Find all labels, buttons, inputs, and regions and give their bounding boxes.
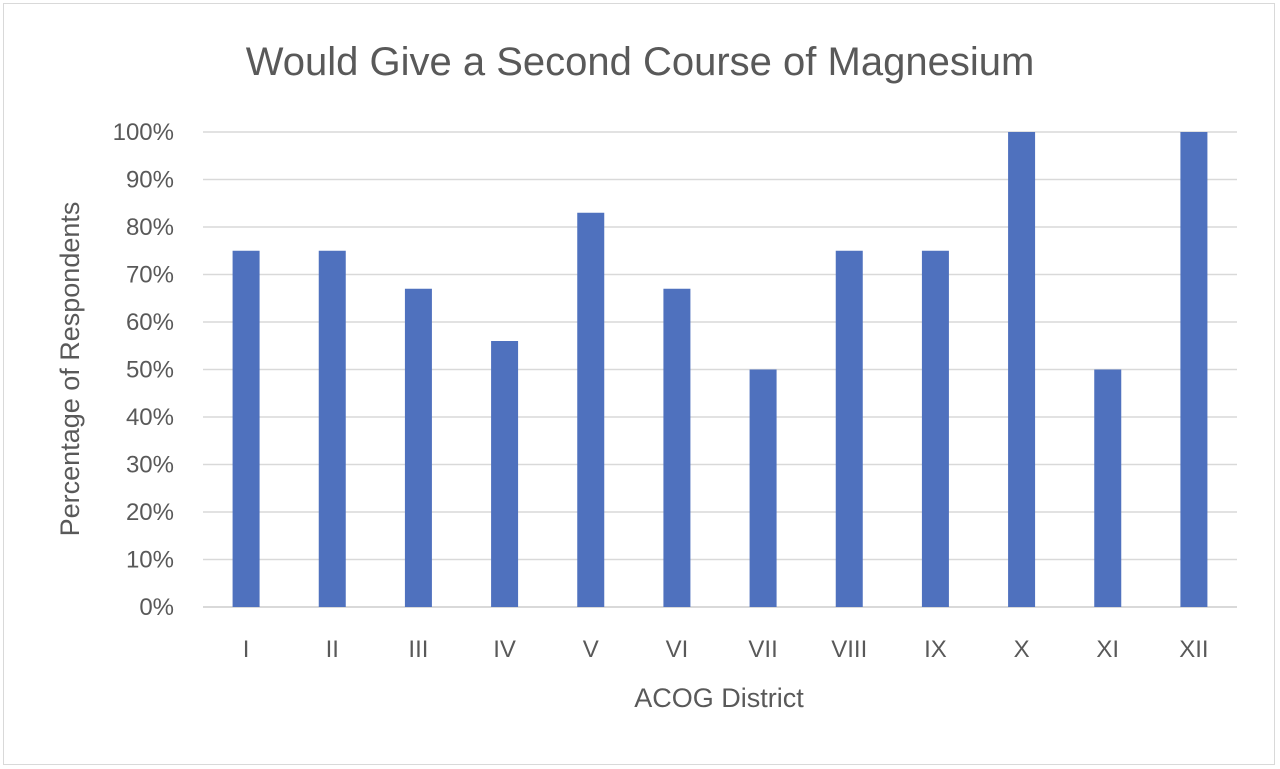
bar: [921, 250, 949, 607]
y-tick-label: 30%: [126, 452, 174, 479]
y-tick-label: 40%: [126, 404, 174, 431]
x-tick-label: III: [408, 636, 428, 663]
y-tick-label: 100%: [113, 119, 174, 146]
y-tick-label: 0%: [139, 594, 174, 621]
bar: [404, 288, 432, 607]
bar: [491, 341, 519, 607]
x-tick-label: II: [326, 636, 339, 663]
bars: [232, 132, 1208, 607]
bar: [232, 250, 260, 607]
x-axis-ticks: I II III IV V VI VII VIII IX X XI XII: [243, 636, 1209, 663]
y-tick-label: 70%: [126, 262, 174, 289]
x-tick-label: VIII: [831, 636, 867, 663]
x-tick-label: I: [243, 636, 250, 663]
x-axis-title: ACOG District: [634, 683, 804, 713]
bar: [1180, 132, 1208, 607]
bar: [663, 288, 691, 607]
bar: [835, 250, 863, 607]
bar: [1008, 132, 1036, 607]
x-tick-label: IX: [924, 636, 947, 663]
y-tick-label: 60%: [126, 309, 174, 336]
y-tick-label: 10%: [126, 547, 174, 574]
y-tick-label: 90%: [126, 167, 174, 194]
bar: [749, 369, 777, 607]
y-axis-ticks: 0% 10% 20% 30% 40% 50% 60% 70% 80% 90% 100%: [113, 119, 174, 621]
gridlines: [203, 131, 1237, 608]
x-tick-label: IV: [493, 636, 516, 663]
bar: [1094, 369, 1122, 607]
x-tick-label: VI: [666, 636, 689, 663]
y-axis-title: Percentage of Respondents: [55, 202, 85, 537]
x-tick-label: X: [1014, 636, 1030, 663]
bar: [318, 250, 346, 607]
chart-title: Would Give a Second Course of Magnesium: [246, 40, 1035, 84]
y-tick-label: 80%: [126, 214, 174, 241]
x-tick-label: VII: [748, 636, 777, 663]
chart-frame: [3, 3, 1275, 765]
y-tick-label: 20%: [126, 499, 174, 526]
y-tick-label: 50%: [126, 357, 174, 384]
x-tick-label: XI: [1096, 636, 1119, 663]
bar: [577, 212, 605, 607]
x-tick-label: XII: [1179, 636, 1208, 663]
x-tick-label: V: [583, 636, 599, 663]
